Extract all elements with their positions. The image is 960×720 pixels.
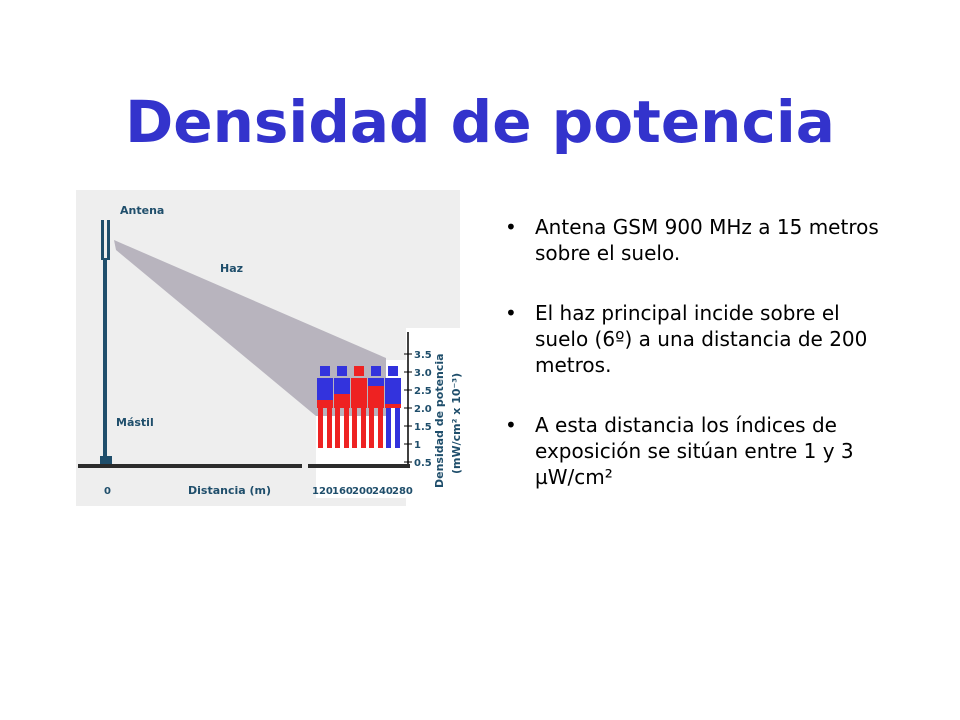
density-axis-title: Densidad de potencia (mW/cm² x 10⁻³) (433, 353, 463, 488)
antenna-element-right (107, 220, 110, 260)
density-tick-label: 2.5 (414, 386, 432, 397)
label-antenna: Antena (120, 204, 164, 217)
bullet-text: Antena GSM 900 MHz a 15 metros sobre el … (535, 215, 879, 265)
ground-line (78, 464, 302, 468)
radio-beam (114, 240, 386, 416)
density-tick-label: 1.5 (414, 422, 432, 433)
label-mast: Mástil (116, 416, 154, 429)
distance-tick-label: 200 (352, 486, 373, 497)
person-5 (385, 366, 401, 448)
slide-title: Densidad de potencia (125, 88, 835, 156)
density-axis-title-line1: Densidad de potencia (433, 353, 446, 488)
bullet-marker: • (505, 413, 517, 437)
bullet-list: • Antena GSM 900 MHz a 15 metros sobre e… (505, 214, 885, 524)
bullet-marker: • (505, 301, 517, 325)
person-1 (317, 366, 333, 448)
ground-line-right (308, 464, 410, 468)
density-tick-label: 3.5 (414, 350, 432, 361)
person-2 (334, 366, 350, 448)
label-distance: Distancia (m) (188, 484, 271, 497)
diagram-svg: 3.53.02.52.01.510.5 Antena Haz Mástil 0 … (76, 190, 464, 508)
distance-tick-label: 280 (392, 486, 413, 497)
person-3 (351, 366, 367, 448)
bullet-item: • A esta distancia los índices de exposi… (505, 412, 885, 490)
power-density-diagram: 3.5 3.0 2.5 2.0 1.5 1 0.5 Antena Haz Mástil 0 … (76, 188, 476, 508)
exposure-figures (317, 366, 401, 448)
label-origin: 0 (104, 486, 111, 497)
bullet-marker: • (505, 215, 517, 239)
distance-tick-label: 120 (312, 486, 333, 497)
mast (103, 258, 107, 462)
distance-tick-label: 240 (372, 486, 393, 497)
label-beam: Haz (220, 262, 243, 275)
density-tick-label: 1 (414, 440, 421, 451)
density-ticks: 3.5 3.0 2.5 2.0 1.5 1 0.5 (404, 350, 432, 469)
bullet-text: El haz principal incide sobre el suelo (… (535, 301, 868, 377)
bullet-item: • El haz principal incide sobre el suelo… (505, 300, 885, 378)
distance-ticks: 120 160 200 240 280 (312, 486, 413, 497)
antenna-element-left (101, 220, 104, 260)
density-axis-panel (406, 328, 464, 508)
density-tick-label: 3.0 (414, 368, 432, 379)
density-axis-title-line2: (mW/cm² x 10⁻³) (450, 373, 463, 474)
density-tick-label: 2.0 (414, 404, 432, 415)
mast-base (100, 456, 112, 465)
bullet-text: A esta distancia los índices de exposici… (535, 413, 854, 489)
distance-tick-label: 160 (332, 486, 353, 497)
density-tick-label: 0.5 (414, 458, 432, 469)
person-4 (368, 366, 384, 448)
bullet-item: • Antena GSM 900 MHz a 15 metros sobre e… (505, 214, 885, 266)
